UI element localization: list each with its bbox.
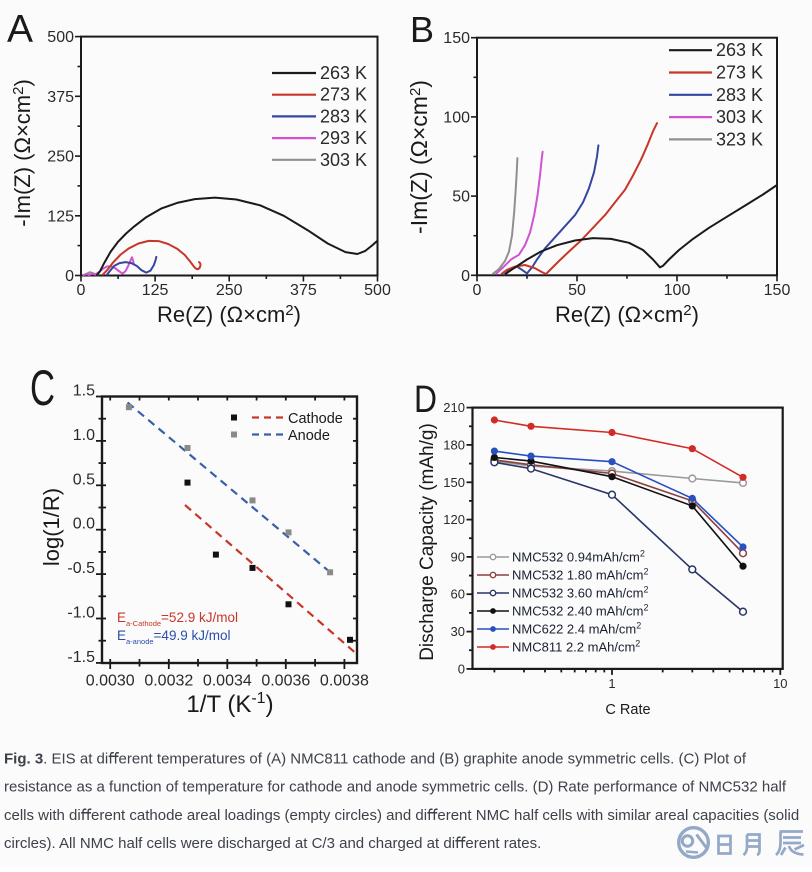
svg-text:0: 0	[473, 282, 482, 299]
svg-text:1: 1	[608, 676, 615, 691]
svg-text:-Im(Z) (Ω×cm2): -Im(Z) (Ω×cm2)	[406, 80, 432, 234]
svg-text:NMC811 2.2 mAh/cm2: NMC811 2.2 mAh/cm2	[512, 639, 640, 655]
svg-text:-Im(Z) (Ω×cm2): -Im(Z) (Ω×cm2)	[10, 79, 35, 227]
svg-text:150: 150	[443, 475, 465, 490]
svg-text:0.0030: 0.0030	[86, 673, 135, 690]
svg-text:263 K: 263 K	[716, 40, 763, 60]
svg-text:0.5: 0.5	[73, 471, 95, 488]
svg-text:0.0034: 0.0034	[203, 673, 252, 690]
svg-text:293 K: 293 K	[320, 128, 367, 148]
svg-text:30: 30	[451, 624, 465, 639]
svg-text:1.5: 1.5	[73, 383, 95, 400]
svg-text:303 K: 303 K	[716, 107, 763, 127]
svg-text:NMC532 2.40 mAh/cm2: NMC532 2.40 mAh/cm2	[512, 603, 649, 619]
svg-text:A: A	[7, 8, 33, 51]
svg-text:283 K: 283 K	[716, 85, 763, 105]
svg-text:100: 100	[443, 109, 470, 126]
svg-text:283 K: 283 K	[320, 106, 367, 126]
svg-text:1.0: 1.0	[73, 427, 95, 444]
svg-text:273 K: 273 K	[320, 85, 367, 105]
svg-text:C Rate: C Rate	[605, 702, 650, 718]
svg-text:NMC532 3.60 mAh/cm2: NMC532 3.60 mAh/cm2	[512, 585, 649, 601]
svg-text:500: 500	[47, 29, 74, 46]
svg-text:C: C	[30, 360, 55, 416]
svg-text:375: 375	[47, 89, 74, 106]
svg-text:250: 250	[216, 282, 243, 299]
svg-text:0.0032: 0.0032	[144, 673, 193, 690]
svg-text:0.0: 0.0	[73, 516, 95, 533]
svg-text:50: 50	[452, 189, 470, 206]
svg-text:Ea-anode=49.9 kJ/mol: Ea-anode=49.9 kJ/mol	[117, 628, 230, 646]
svg-text:180: 180	[443, 437, 465, 452]
svg-text:D: D	[414, 379, 437, 421]
svg-text:resistance as a function of te: resistance as a function of temperature …	[4, 779, 787, 796]
svg-text:50: 50	[568, 282, 586, 299]
svg-text:90: 90	[451, 549, 465, 564]
svg-text:NMC622 2.4 mAh/cm2: NMC622 2.4 mAh/cm2	[512, 621, 641, 637]
svg-text:-0.5: -0.5	[67, 560, 95, 577]
svg-text:0.0038: 0.0038	[320, 673, 369, 690]
svg-text:125: 125	[47, 208, 74, 225]
svg-text:375: 375	[290, 282, 317, 299]
svg-text:0: 0	[65, 268, 74, 285]
svg-text:250: 250	[47, 149, 74, 166]
svg-text:323 K: 323 K	[716, 129, 763, 149]
svg-text:Fig. 3. EIS at diﬀerent temper: Fig. 3. EIS at diﬀerent temperatures of …	[4, 751, 747, 768]
svg-text:150: 150	[764, 282, 791, 299]
svg-text:circles). All NMC half cells w: circles). All NMC half cells were discha…	[4, 835, 541, 852]
svg-text:0: 0	[461, 268, 470, 285]
svg-text:NMC532 1.80 mAh/cm2: NMC532 1.80 mAh/cm2	[512, 567, 649, 583]
svg-text:500: 500	[364, 282, 391, 299]
svg-text:125: 125	[142, 282, 169, 299]
svg-text:150: 150	[443, 30, 470, 47]
svg-text:NMC532 0.94mAh/cm2: NMC532 0.94mAh/cm2	[512, 549, 645, 565]
svg-text:273 K: 273 K	[716, 63, 763, 83]
svg-text:-1.0: -1.0	[67, 605, 95, 622]
svg-text:263 K: 263 K	[320, 63, 367, 83]
svg-text:210: 210	[443, 400, 465, 415]
svg-text:-1.5: -1.5	[67, 649, 95, 666]
svg-text:Cathode: Cathode	[288, 411, 343, 427]
svg-text:Re(Z) (Ω×cm2): Re(Z) (Ω×cm2)	[157, 302, 301, 327]
svg-text:log(1/R): log(1/R)	[39, 488, 64, 566]
svg-text:Discharge Capacity (mAh/g): Discharge Capacity (mAh/g)	[417, 423, 438, 661]
svg-text:0: 0	[77, 282, 86, 299]
svg-text:Re(Z) (Ω×cm2): Re(Z) (Ω×cm2)	[555, 302, 699, 327]
svg-text:303 K: 303 K	[320, 150, 367, 170]
svg-text:100: 100	[664, 282, 691, 299]
svg-text:B: B	[410, 9, 434, 50]
svg-text:120: 120	[443, 512, 465, 527]
svg-text:0.0036: 0.0036	[261, 673, 310, 690]
svg-text:0: 0	[458, 661, 465, 676]
svg-text:10: 10	[773, 676, 787, 691]
svg-text:60: 60	[451, 587, 465, 602]
svg-text:cells with diﬀerent cathode ar: cells with diﬀerent cathode areal loadin…	[4, 807, 799, 824]
svg-text:Anode: Anode	[288, 428, 330, 444]
